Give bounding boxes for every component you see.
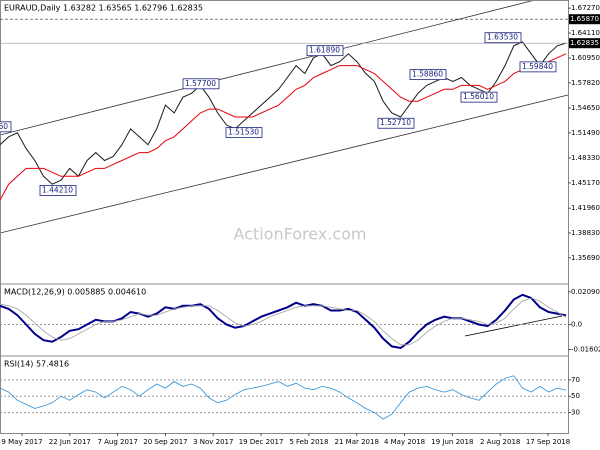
y-tick-label: 1.48330 xyxy=(571,154,600,162)
series-line xyxy=(0,375,567,420)
annotation-label: 1.52260 xyxy=(0,122,8,131)
macd-trendline xyxy=(464,315,563,337)
channel-lower xyxy=(0,94,569,234)
series-line xyxy=(0,41,567,185)
annotation-box xyxy=(225,127,263,138)
y-tick-label: 1.67270 xyxy=(571,4,600,12)
y-tick-label: 50 xyxy=(571,392,580,400)
x-tick-label: 3 Nov 2017 xyxy=(193,438,233,446)
y-tick-label: 30 xyxy=(571,409,580,417)
x-tick-label: 20 Sep 2017 xyxy=(143,438,187,446)
y-tick-label: 1.41960 xyxy=(571,204,600,212)
series-line xyxy=(0,293,567,350)
x-tick-label: 9 May 2017 xyxy=(1,438,42,446)
annotation-label: 1.56010 xyxy=(463,92,494,101)
x-tick-label: 17 Sep 2018 xyxy=(526,438,570,446)
chart-title: EURAUD,Daily 1.63282 1.63565 1.62796 1.6… xyxy=(4,4,203,13)
frame xyxy=(0,0,569,434)
watermark: ActionForex.com xyxy=(233,225,366,244)
price-marker-box xyxy=(569,38,600,49)
annotation-label: 1.52710 xyxy=(380,118,411,127)
series-line xyxy=(0,53,567,201)
annotation-box xyxy=(306,45,344,57)
x-tick-label: 2 Aug 2018 xyxy=(480,438,520,446)
annotation-box xyxy=(377,117,415,129)
y-tick-label: 1.38830 xyxy=(571,229,600,237)
x-tick-label: 22 Jun 2017 xyxy=(49,438,91,446)
y-tick-label: 1.57820 xyxy=(571,79,600,87)
y-tick-label: 1.35690 xyxy=(571,254,600,262)
annotation-box xyxy=(519,61,557,73)
y-tick-label: 0.0 xyxy=(571,321,582,329)
annotation-label: 1.44210 xyxy=(42,185,73,194)
rsi-title: RSI(14) 57.4816 xyxy=(4,360,69,369)
annotation-label: 1.59840 xyxy=(522,62,553,71)
macd-title: MACD(12,26,9) 0.005885 0.004610 xyxy=(4,288,146,297)
annotation-label: 1.63530 xyxy=(487,33,518,42)
annotation-box xyxy=(460,91,498,103)
price-marker-label: 1.65870 xyxy=(570,15,599,23)
y-tick-label: -0.016023 xyxy=(571,346,600,354)
price-marker-label: 1.62835 xyxy=(570,39,599,47)
x-tick-label: 21 Mar 2018 xyxy=(335,438,379,446)
annotation-box xyxy=(39,185,77,196)
y-tick-label: 70 xyxy=(571,376,580,384)
y-tick-label: 0.020904 xyxy=(571,288,600,296)
annotation-box xyxy=(409,69,447,81)
annotation-label: 1.51530 xyxy=(228,128,259,137)
annotation-label: 1.61890 xyxy=(309,46,340,55)
annotation-box xyxy=(484,32,522,44)
x-tick-label: 19 Jun 2018 xyxy=(431,438,473,446)
y-tick-label: 1.54650 xyxy=(571,104,600,112)
series-line xyxy=(0,297,567,346)
annotation-label: 1.58860 xyxy=(412,70,443,79)
y-tick-label: 1.45170 xyxy=(571,179,600,187)
x-tick-label: 19 Dec 2017 xyxy=(239,438,284,446)
y-tick-label: 1.51490 xyxy=(571,129,600,137)
x-tick-label: 4 May 2018 xyxy=(384,438,425,446)
annotation-label: 1.57700 xyxy=(185,79,216,88)
annotation-box xyxy=(182,78,220,90)
price-marker-box xyxy=(569,14,600,25)
x-tick-label: 5 Feb 2018 xyxy=(289,438,328,446)
y-tick-label: 1.60950 xyxy=(571,54,600,62)
y-tick-label: 1.64110 xyxy=(571,29,600,37)
channel-upper xyxy=(0,0,536,136)
annotation-box xyxy=(0,121,12,133)
x-tick-label: 7 Aug 2017 xyxy=(97,438,137,446)
